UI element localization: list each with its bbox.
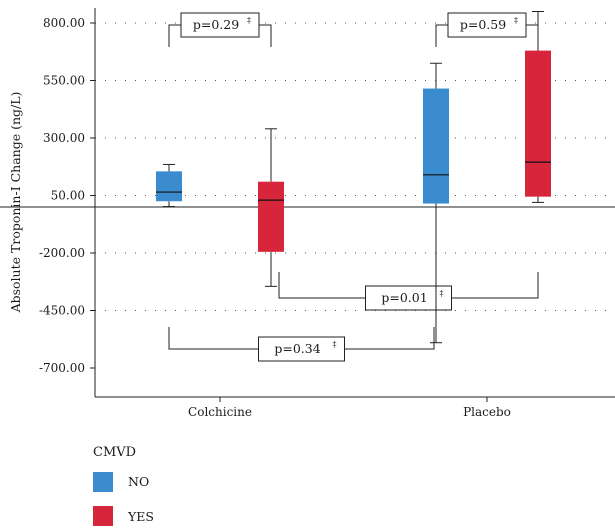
y-tick-label: -450.00 <box>39 304 85 318</box>
y-tick-label: 50.00 <box>51 189 85 203</box>
p-value-yes-colchicine-vs-placebo: p=0.01 ‡ <box>365 285 452 311</box>
y-tick-label: 550.00 <box>43 74 85 88</box>
y-tick-label: -200.00 <box>39 246 85 260</box>
y-tick-label: 800.00 <box>43 16 85 30</box>
legend-title: CMVD <box>93 445 136 460</box>
iqr-box <box>423 88 449 204</box>
y-axis-title: Absolute Troponin-I Change (ng/L) <box>8 92 23 314</box>
box-yes-placebo <box>525 11 551 203</box>
p-value-text: p=0.29 <box>193 17 239 32</box>
legend-swatch-no <box>93 472 113 492</box>
p-value-superscript: ‡ <box>247 16 251 25</box>
iqr-box <box>258 181 284 252</box>
p-value-superscript: ‡ <box>514 16 518 25</box>
y-tick-label: -700.00 <box>39 361 85 375</box>
box-no-placebo <box>423 62 449 344</box>
boxes <box>156 11 551 344</box>
p-value-text: p=0.34 <box>274 341 320 356</box>
p-value-placebo-no-vs-yes: p=0.59 ‡ <box>447 12 527 38</box>
p-value-no-colchicine-vs-placebo: p=0.34 ‡ <box>258 336 345 362</box>
y-tick-label: 300.00 <box>43 131 85 145</box>
box-no-colchicine <box>156 163 182 208</box>
p-value-box <box>180 12 260 38</box>
x-tick-label: Colchicine <box>188 405 252 419</box>
p-value-brackets: p=0.29 ‡ p=0.59 ‡ p=0.01 ‡ p=0.34 ‡ <box>168 12 539 362</box>
legend-swatch-yes <box>93 506 113 526</box>
p-value-superscript: ‡ <box>440 289 444 298</box>
p-value-box <box>365 285 452 311</box>
p-value-colchicine-no-vs-yes: p=0.29 ‡ <box>180 12 260 38</box>
p-value-box <box>447 12 527 38</box>
p-value-text: p=0.59 <box>460 17 506 32</box>
iqr-box <box>525 50 551 197</box>
legend-label-yes: YES <box>127 509 154 524</box>
x-tick-labels: Colchicine Placebo <box>188 397 511 419</box>
iqr-box <box>156 171 182 202</box>
grid-lines <box>95 22 615 311</box>
legend: CMVD NO YES <box>93 445 154 526</box>
p-value-text: p=0.01 <box>381 290 427 305</box>
x-tick-label: Placebo <box>463 405 511 419</box>
p-value-box <box>258 336 345 362</box>
legend-label-no: NO <box>128 474 149 489</box>
p-value-superscript: ‡ <box>333 340 337 349</box>
y-tick-labels: 800.00 550.00 300.00 50.00 -200.00 -450.00 -70… <box>39 16 95 375</box>
box-yes-colchicine <box>258 128 284 287</box>
axes <box>94 8 615 398</box>
